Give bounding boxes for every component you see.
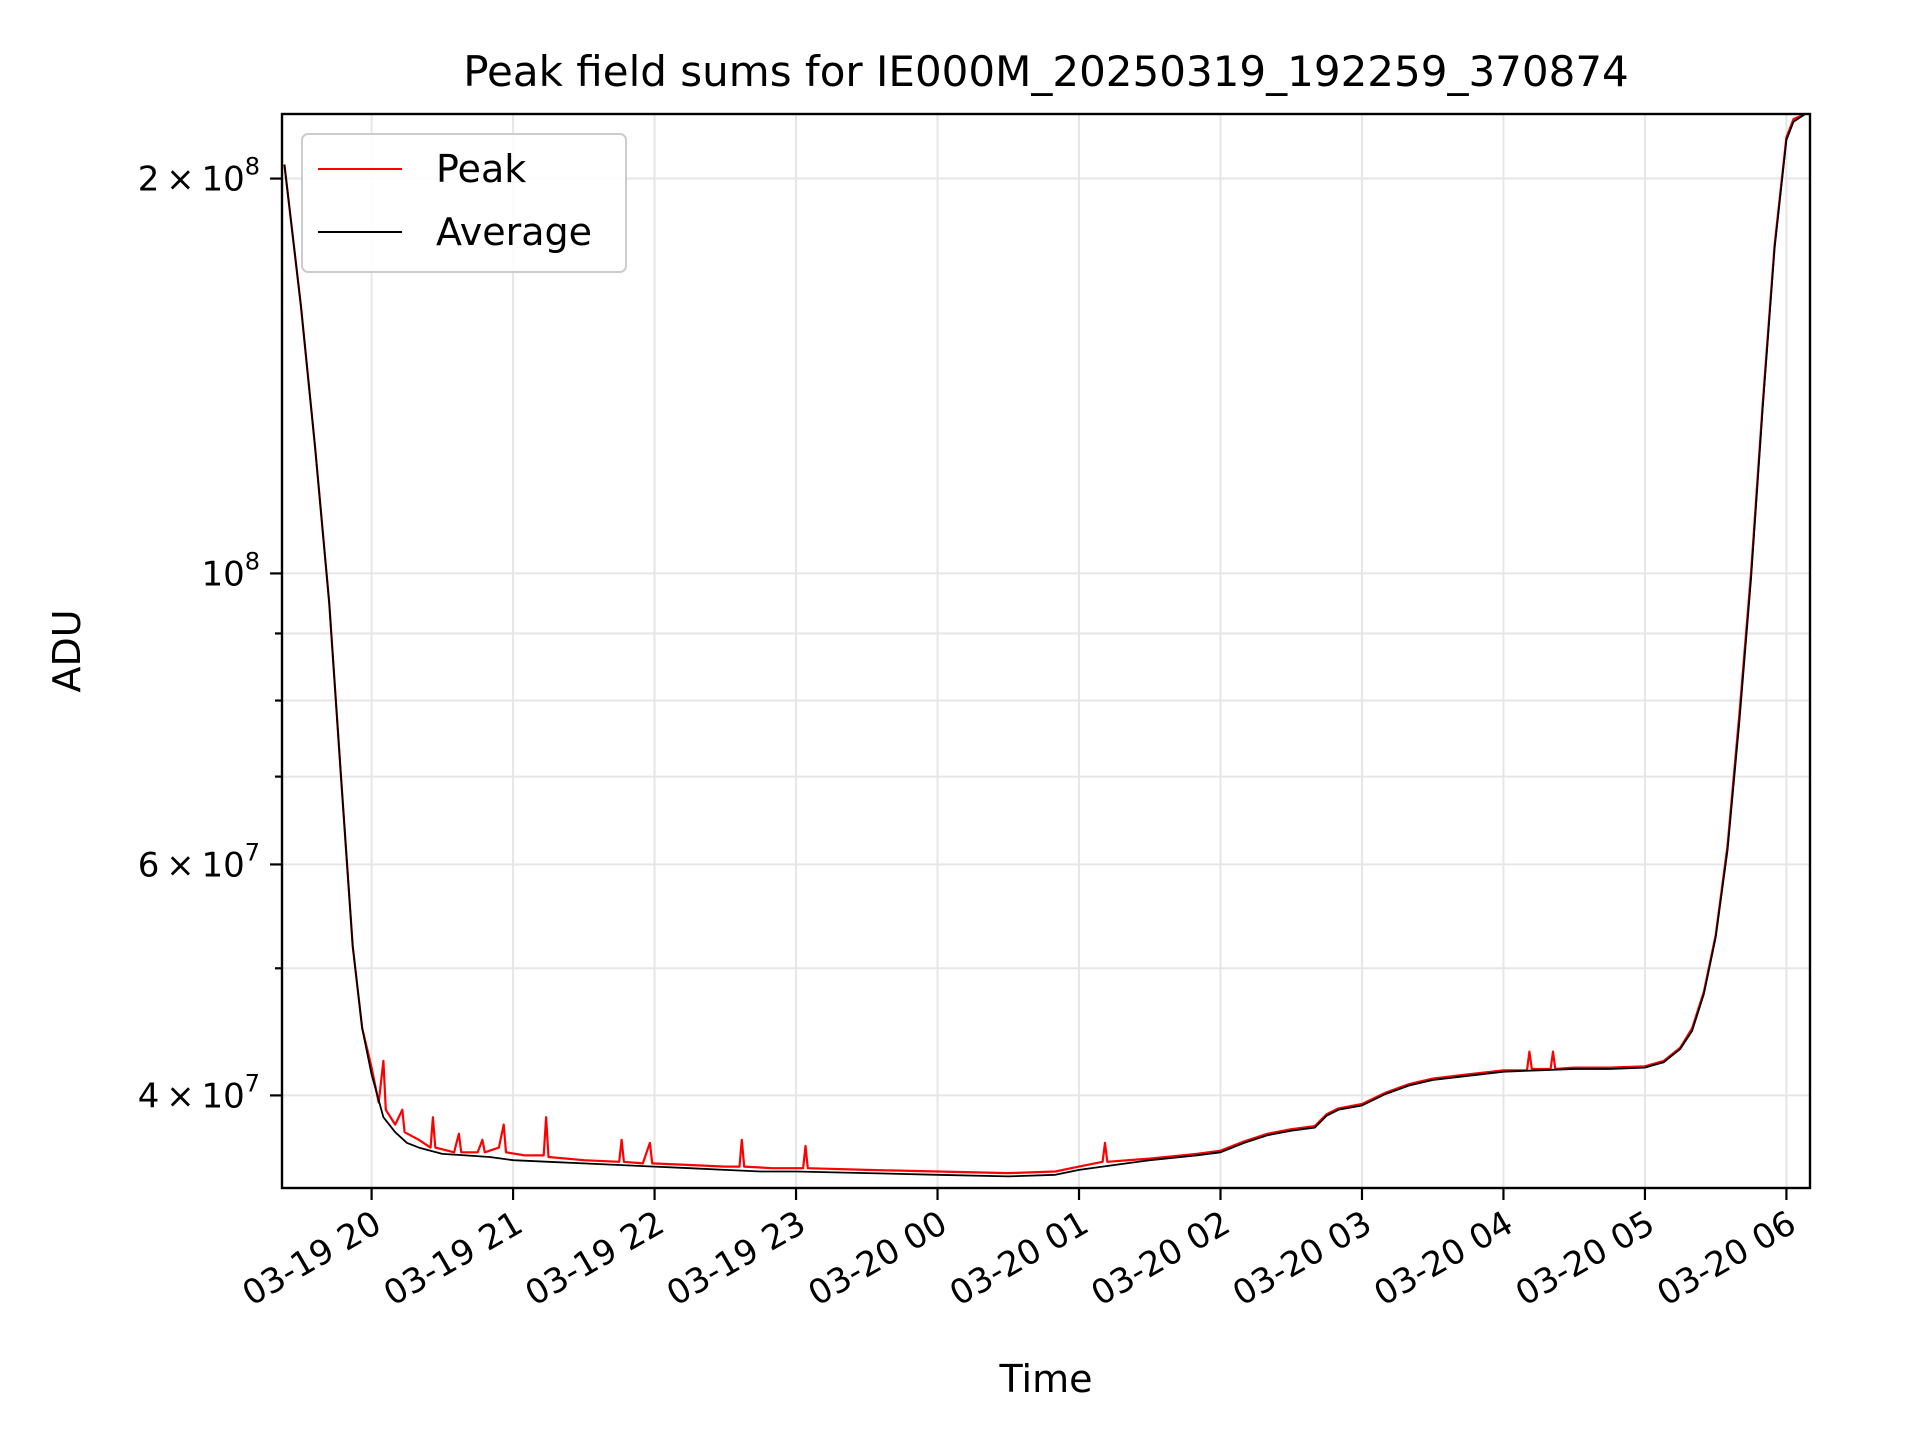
y-tick-label: 108 bbox=[201, 547, 260, 594]
x-tick-label: 03-20 04 bbox=[1368, 1203, 1520, 1314]
y-axis-ticks: 4 × 107 6 × 107 108 2 × 108 bbox=[138, 153, 282, 1116]
legend-average-label: Average bbox=[436, 210, 592, 254]
x-tick-label: 03-19 22 bbox=[519, 1203, 671, 1314]
y-tick-label: 4 × 107 bbox=[138, 1069, 260, 1116]
x-tick-label: 03-20 05 bbox=[1509, 1203, 1661, 1314]
grid-layer bbox=[282, 114, 1810, 1188]
series-layer bbox=[283, 112, 1806, 1178]
series-line-peak bbox=[283, 112, 1806, 1175]
x-tick-label: 03-20 01 bbox=[943, 1203, 1095, 1314]
y-tick-label: 6 × 107 bbox=[138, 838, 260, 885]
legend: Peak Average bbox=[301, 133, 627, 273]
x-tick-label: 03-20 03 bbox=[1226, 1203, 1378, 1314]
x-tick-label: 03-19 23 bbox=[660, 1203, 812, 1314]
x-tick-label: 03-20 06 bbox=[1651, 1203, 1803, 1314]
series-line-average bbox=[283, 113, 1806, 1178]
y-axis-label: ADU bbox=[45, 609, 89, 692]
legend-peak-label: Peak bbox=[436, 147, 526, 191]
x-tick-label: 03-20 02 bbox=[1085, 1203, 1237, 1314]
x-tick-label: 03-20 00 bbox=[802, 1203, 954, 1314]
x-tick-label: 03-19 20 bbox=[236, 1203, 388, 1314]
chart-title: Peak field sums for IE000M_20250319_1922… bbox=[463, 47, 1629, 96]
y-tick-label: 2 × 108 bbox=[138, 153, 260, 200]
x-tick-label: 03-19 21 bbox=[377, 1203, 529, 1314]
plot-frame bbox=[280, 112, 1812, 1190]
x-axis-label: Time bbox=[999, 1357, 1093, 1401]
